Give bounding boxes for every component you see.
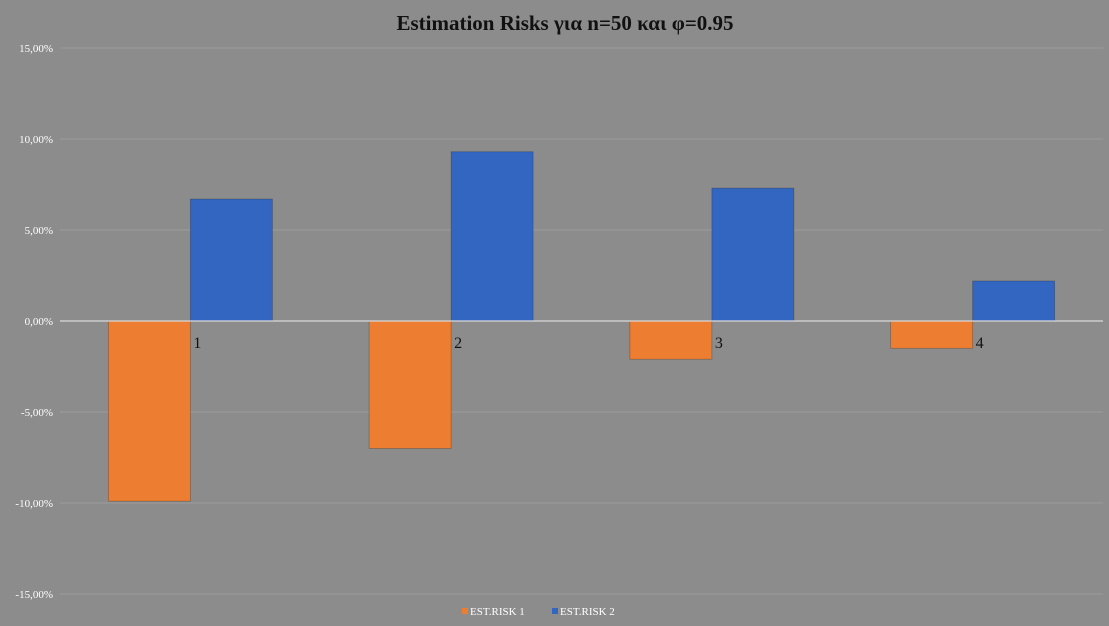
category-label: 1 — [193, 335, 201, 352]
category-label: 4 — [976, 335, 984, 352]
category-label: 2 — [454, 335, 462, 352]
chart-title: Estimation Risks για n=50 και φ=0.95 — [396, 11, 733, 35]
bar-1-4 — [890, 320, 974, 349]
y-tick-label: 0,00% — [25, 316, 53, 328]
y-tick-label: -5,00% — [21, 407, 53, 419]
category-label: 3 — [715, 335, 723, 352]
bar-1-2 — [368, 320, 452, 449]
y-tick-label: 5,00% — [25, 225, 53, 237]
bar-2-2 — [450, 151, 534, 322]
legend-swatch — [462, 608, 468, 614]
y-tick-label: -15,00% — [15, 589, 53, 601]
bars — [107, 151, 1056, 502]
category-labels: 1 2 3 4 — [193, 335, 983, 352]
y-axis-tick-labels: 15,00% 10,00% 5,00% 0,00% -5,00% -10,00% -15,0… — [15, 43, 53, 601]
bar-2-4 — [972, 280, 1056, 322]
y-tick-label: 10,00% — [19, 134, 53, 146]
legend-entry: EST.RISK 1 — [470, 606, 525, 618]
y-tick-label: -10,00% — [15, 498, 53, 510]
bar-1-3 — [629, 320, 713, 360]
y-tick-label: 15,00% — [19, 43, 53, 55]
legend-swatch — [552, 608, 558, 614]
bar-2-1 — [189, 198, 273, 322]
legend-entry: EST.RISK 2 — [560, 606, 615, 618]
legend: EST.RISK 1 EST.RISK 2 — [462, 606, 615, 618]
bar-2-3 — [711, 187, 795, 322]
bar-1-1 — [107, 320, 191, 502]
